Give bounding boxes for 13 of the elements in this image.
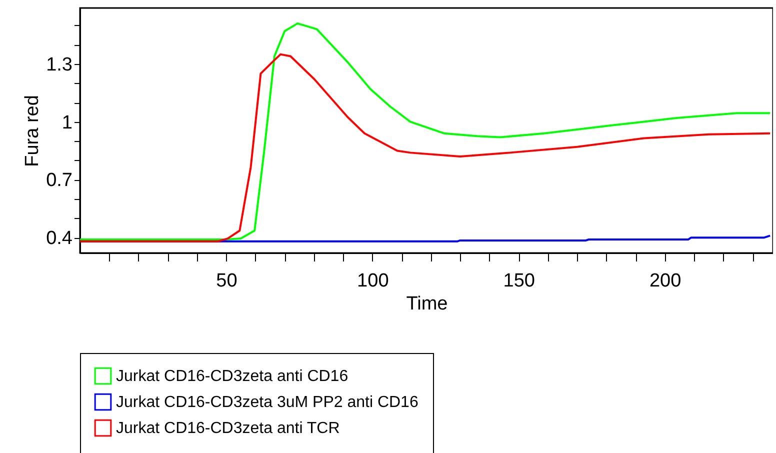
x-tick-label: 50 bbox=[216, 270, 238, 292]
y-tick-label: 1 bbox=[62, 112, 72, 134]
x-tick-label: 100 bbox=[357, 270, 389, 292]
y-tick-label: 1.3 bbox=[46, 54, 72, 76]
x-tick-label: 200 bbox=[649, 270, 682, 292]
y-tick-label: 0.7 bbox=[46, 170, 72, 192]
y-tick-label: 0.4 bbox=[46, 228, 73, 250]
legend-label: Jurkat CD16-CD3zeta anti CD16 bbox=[116, 368, 348, 385]
x-axis-title: Time bbox=[406, 294, 448, 314]
x-tick-label: 150 bbox=[503, 270, 535, 292]
legend-label: Jurkat CD16-CD3zeta anti TCR bbox=[116, 420, 340, 437]
y-axis-title: Fura red bbox=[22, 95, 44, 167]
legend-label: Jurkat CD16-CD3zeta 3uM PP2 anti CD16 bbox=[116, 394, 418, 411]
